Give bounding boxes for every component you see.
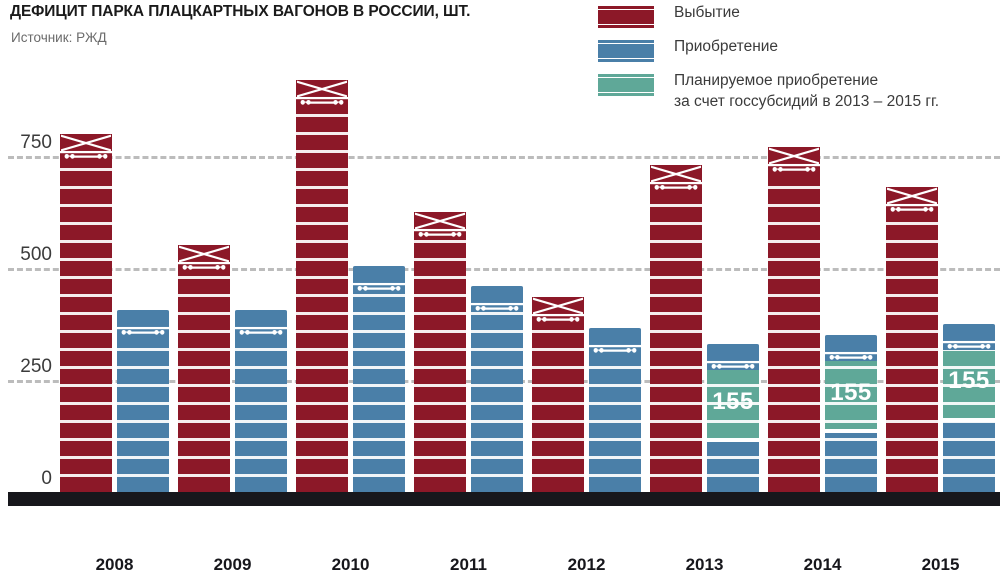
y-axis-tick: 0 bbox=[41, 468, 52, 489]
bar-stripes bbox=[650, 189, 702, 492]
x-axis-label: 2010 bbox=[331, 555, 370, 574]
railcar-icon bbox=[707, 343, 759, 370]
legend-item-label: Приобретение bbox=[674, 38, 779, 55]
railcar-icon bbox=[943, 323, 995, 350]
bar-retirement[interactable] bbox=[650, 189, 702, 492]
railcar-icon bbox=[650, 164, 702, 191]
bar-stripes bbox=[768, 172, 820, 492]
railcar-icon bbox=[235, 310, 287, 337]
bar-stripes bbox=[296, 104, 348, 492]
railcar-icon bbox=[414, 211, 466, 238]
railcar-icon bbox=[589, 328, 641, 355]
chart-root: ДЕФИЦИТ ПАРКА ПЛАЦКАРТНЫХ ВАГОНОВ В РОСС… bbox=[0, 3, 1000, 574]
bar-value-label: 155 bbox=[948, 367, 990, 395]
segment-divider bbox=[707, 438, 759, 443]
railcar-icon bbox=[353, 265, 405, 292]
railcar-icon bbox=[471, 285, 523, 312]
bar-retirement[interactable] bbox=[414, 236, 466, 492]
bar-stripes bbox=[414, 236, 466, 492]
segment-divider bbox=[825, 429, 877, 434]
legend-item-label: Планируемое приобретение за счет госсубс… bbox=[674, 72, 940, 110]
plot-area: 750 500 250 0 2008 2009 2010 2011 2012 155 2013 155… bbox=[0, 55, 1000, 574]
page-title: ДЕФИЦИТ ПАРКА ПЛАЦКАРТНЫХ ВАГОНОВ В РОСС… bbox=[10, 3, 471, 20]
x-axis-label: 2014 bbox=[803, 555, 842, 574]
bar-value-label: 155 bbox=[712, 387, 754, 415]
gridline bbox=[8, 156, 1000, 160]
railcar-icon bbox=[825, 334, 877, 361]
railcar-icon bbox=[296, 79, 348, 106]
x-axis-baseline bbox=[8, 492, 1000, 506]
bar-stripes bbox=[886, 212, 938, 492]
railcar-icon bbox=[117, 310, 169, 337]
bar-retirement[interactable] bbox=[296, 104, 348, 492]
x-axis-label: 2012 bbox=[567, 555, 606, 574]
railcar-icon bbox=[178, 245, 230, 272]
bar-acquisition[interactable] bbox=[235, 335, 287, 492]
bar-stripes bbox=[532, 321, 584, 492]
bar-acquisition[interactable] bbox=[589, 353, 641, 492]
bar-acquisition[interactable] bbox=[471, 310, 523, 492]
bar-stripes bbox=[117, 335, 169, 492]
x-axis-label: 2011 bbox=[450, 555, 487, 574]
bar-swatch-icon bbox=[598, 74, 654, 96]
railcar-icon bbox=[886, 187, 938, 214]
railcar-icon bbox=[532, 296, 584, 323]
bar-retirement[interactable] bbox=[178, 270, 230, 492]
bar-stripes bbox=[235, 335, 287, 492]
x-axis-label: 2009 bbox=[213, 555, 252, 574]
chart-source: Источник: РЖД bbox=[11, 30, 107, 45]
legend-item-label: Выбытие bbox=[674, 4, 740, 21]
bar-acquisition[interactable] bbox=[117, 335, 169, 492]
bar-swatch-icon bbox=[598, 6, 654, 28]
bar-retirement[interactable] bbox=[768, 172, 820, 492]
y-axis-tick: 500 bbox=[20, 244, 52, 266]
bar-stripes bbox=[60, 158, 112, 492]
x-axis-label: 2008 bbox=[95, 555, 134, 574]
x-axis-label: 2015 bbox=[921, 555, 960, 574]
bar-stripes bbox=[589, 353, 641, 492]
bar-stripes bbox=[178, 270, 230, 492]
bar-stripes bbox=[471, 310, 523, 492]
bar-acquisition[interactable] bbox=[353, 290, 405, 492]
bar-retirement[interactable] bbox=[886, 212, 938, 492]
gridline bbox=[8, 268, 1000, 272]
x-axis-label: 2013 bbox=[685, 555, 724, 574]
y-axis-tick: 750 bbox=[20, 132, 52, 154]
railcar-icon bbox=[768, 147, 820, 174]
bar-stripes bbox=[353, 290, 405, 492]
segment-divider bbox=[943, 418, 995, 423]
bar-retirement[interactable] bbox=[60, 158, 112, 492]
bar-swatch-icon bbox=[598, 40, 654, 62]
bar-retirement[interactable] bbox=[532, 321, 584, 492]
bar-value-label: 155 bbox=[830, 378, 872, 406]
y-axis-tick: 250 bbox=[20, 356, 52, 378]
railcar-icon bbox=[60, 133, 112, 160]
